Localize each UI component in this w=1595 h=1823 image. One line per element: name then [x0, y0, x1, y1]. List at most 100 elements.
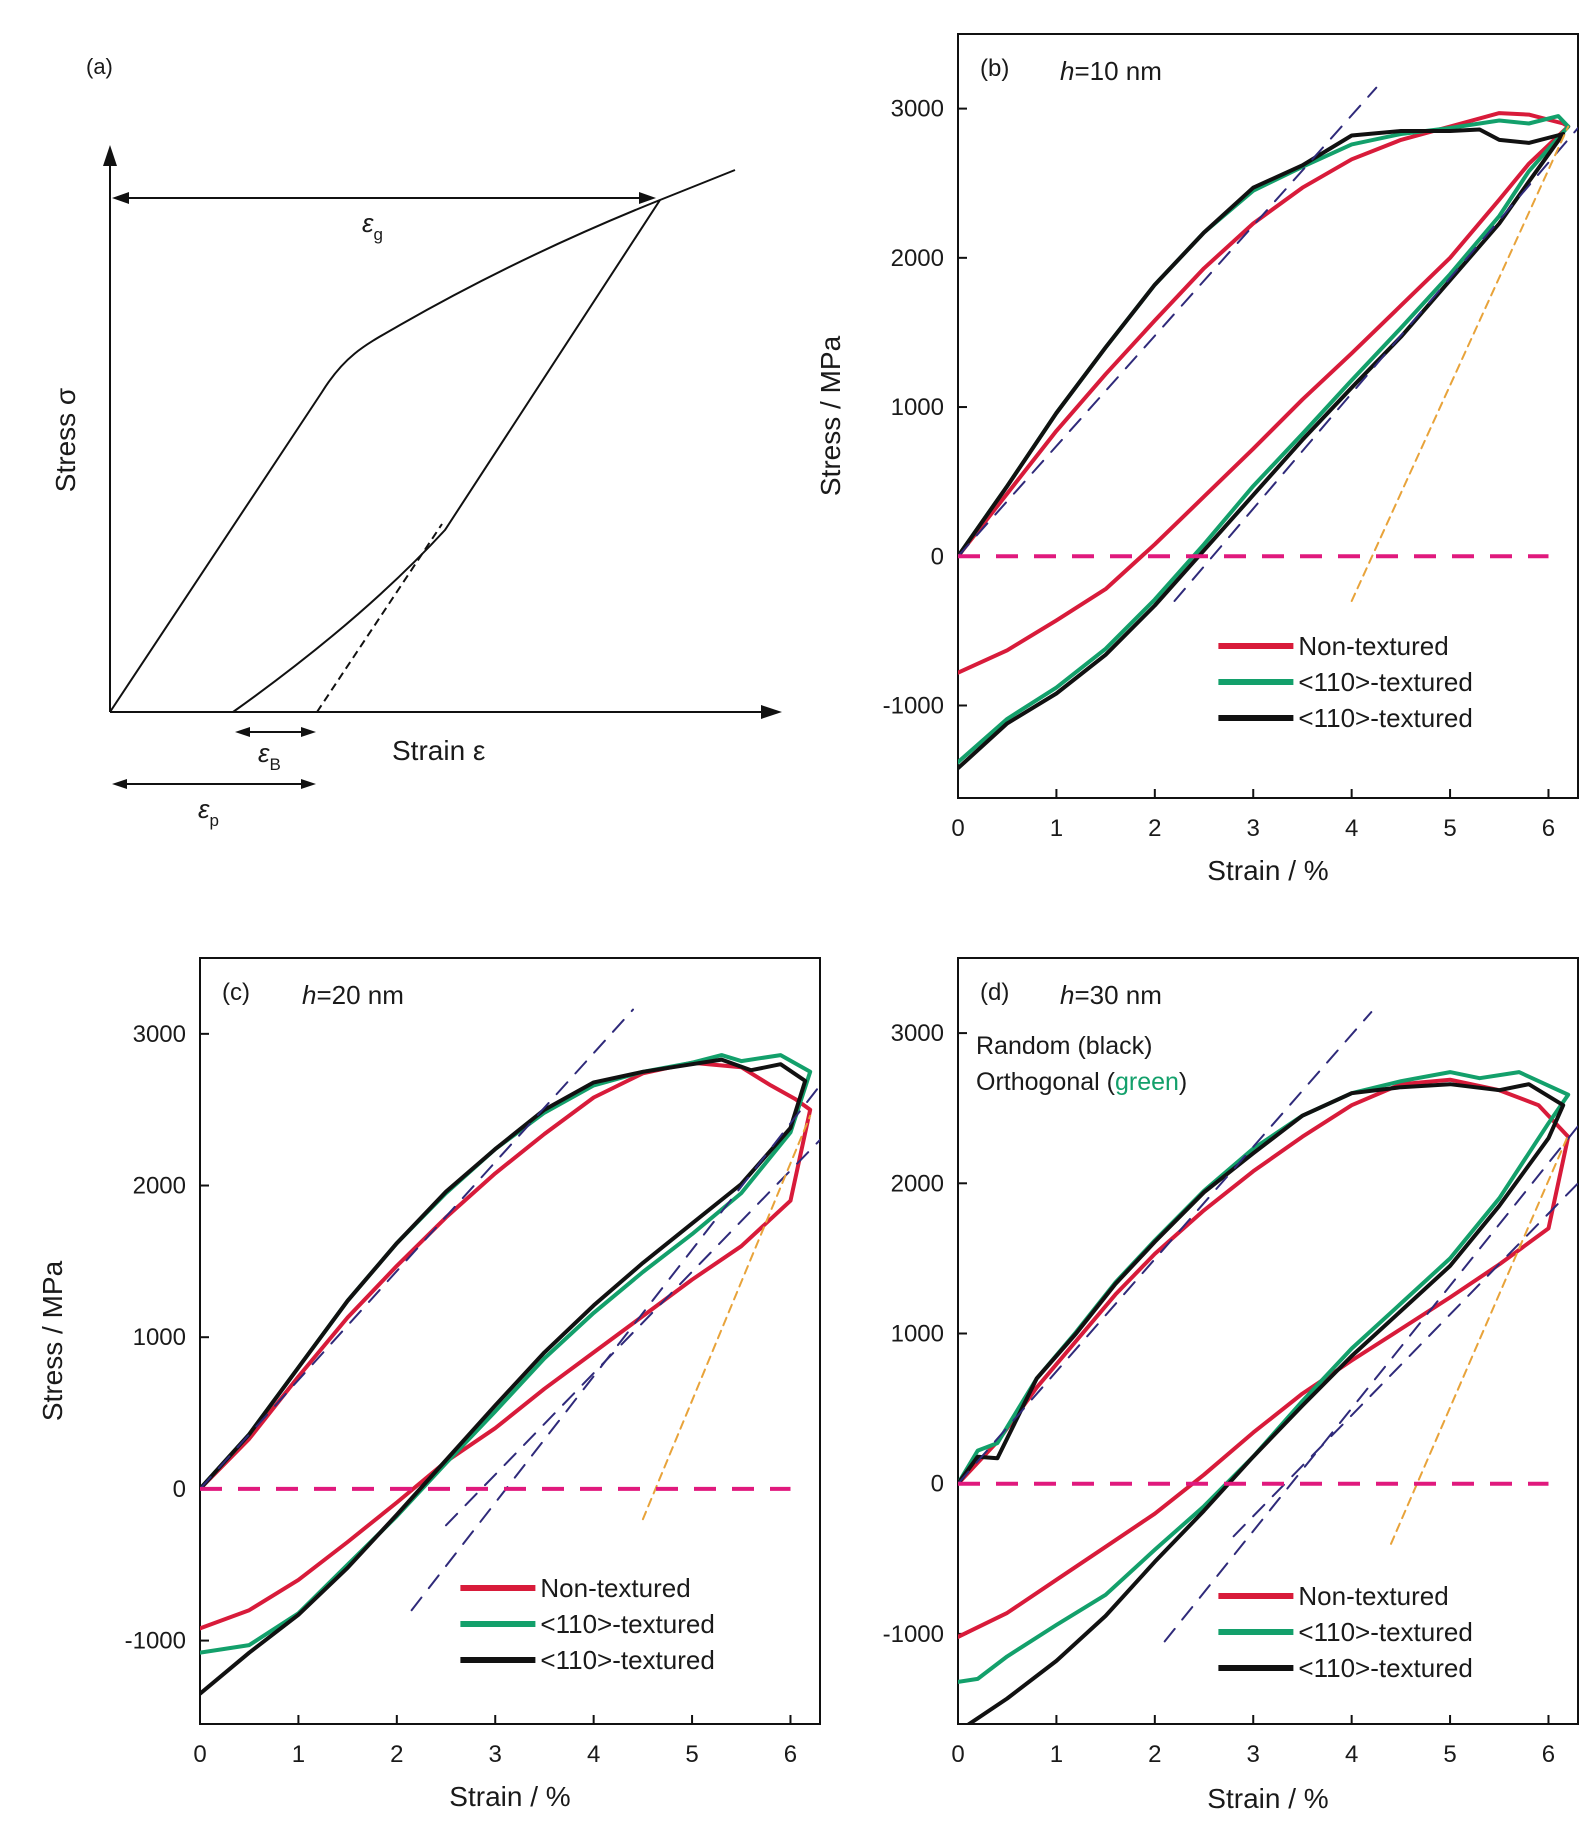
panel-d-chart: 0 1 2 3 4 5 6 -1000 0 1000 2000 3000 Strain / % (d) h=… [883, 957, 1579, 1814]
x-tick-label: 2 [1148, 1741, 1161, 1768]
eps-b-label: εB [258, 738, 281, 774]
x-tick-label: 1 [292, 1741, 305, 1768]
x-axis-title: Strain / % [1207, 855, 1328, 886]
subtitle-variable: h [1060, 56, 1074, 86]
annotation-green-word: green [1115, 1068, 1179, 1096]
y-axis-title: Stress / MPa [37, 1260, 68, 1421]
schematic-y-arrowhead [103, 145, 117, 166]
subtitle-variable: h [302, 980, 316, 1010]
x-tick-label: 5 [1443, 1741, 1456, 1768]
panel-label: (b) [980, 55, 1009, 82]
series-group [200, 1008, 820, 1696]
elastic-reference-line [445, 1139, 820, 1527]
y-tick-label: 3000 [891, 96, 944, 123]
subtitle-variable: h [1060, 980, 1074, 1010]
x-tick-label: 3 [1247, 1741, 1260, 1768]
series-line [958, 111, 1571, 675]
x-tick-label: 6 [784, 1741, 797, 1768]
legend-label: <110>-textured [1298, 1617, 1472, 1647]
legend: Non-textured <110>-textured <110>-textured [1218, 631, 1473, 733]
legend-label: <110>-textured [1298, 1653, 1472, 1683]
schematic-y-label: Stress σ [50, 388, 81, 492]
series-line [200, 1057, 808, 1696]
plot-frame [957, 33, 1579, 799]
plot-frame [199, 957, 821, 1725]
annotation-text: ) [1179, 1068, 1187, 1096]
schematic-x-arrowhead [761, 705, 782, 719]
y-tick-label: 2000 [133, 1173, 186, 1200]
x-tick-label: 0 [951, 815, 964, 842]
x-axis-title: Strain / % [449, 1781, 570, 1812]
y-tick-label: 1000 [891, 394, 944, 421]
legend: Non-textured <110>-textured <110>-textured [460, 1573, 715, 1675]
panel-b-chart: 0 1 2 3 4 5 6 -1000 0 1000 2000 3000 Strain / % Stres… [815, 33, 1579, 886]
legend-label: <110>-textured [1298, 703, 1472, 733]
eps-b-arrowhead-right [301, 727, 316, 737]
panel-subtitle: h=10 nm [1060, 56, 1162, 86]
elastic-reference-line [1163, 1125, 1578, 1643]
x-axis-title: Strain / % [1207, 1783, 1328, 1814]
y-tick-label: 3000 [891, 1020, 944, 1047]
x-tick-label: 2 [1148, 815, 1161, 842]
y-tick-label: 0 [173, 1476, 186, 1503]
x-tick-label: 0 [193, 1741, 206, 1768]
series-group [958, 1011, 1578, 1724]
x-tick-label: 5 [1443, 815, 1456, 842]
elastic-reference-line [1232, 1182, 1578, 1538]
legend-label: <110>-textured [540, 1645, 714, 1675]
offset-reference-line [641, 1114, 812, 1521]
schematic-elastic-dashed-line [316, 523, 443, 713]
x-tick-label: 4 [587, 1741, 600, 1768]
legend-label: <110>-textured [1298, 667, 1472, 697]
panel-label: (c) [222, 979, 250, 1006]
annotation-random: Random (black) [976, 1032, 1152, 1060]
panel-c-chart: 0 1 2 3 4 5 6 -1000 0 1000 2000 3000 Strain / % Stres… [37, 957, 821, 1812]
panel-label: (d) [980, 979, 1009, 1006]
eps-g-arrowhead-left [112, 192, 129, 204]
legend-label: <110>-textured [540, 1609, 714, 1639]
panel-subtitle: h=30 nm [1060, 980, 1162, 1010]
eps-g-arrowhead-right [639, 192, 656, 204]
x-tick-label: 6 [1542, 815, 1555, 842]
offset-reference-line [1350, 125, 1570, 602]
x-tick-label: 3 [489, 1741, 502, 1768]
panel-a-label: (a) [86, 54, 113, 79]
subtitle-value: =10 nm [1074, 56, 1161, 86]
legend-label: Non-textured [1298, 631, 1448, 661]
schematic-unloading-curve [232, 199, 661, 713]
y-tick-label: 2000 [891, 1170, 944, 1197]
x-tick-label: 2 [390, 1741, 403, 1768]
x-tick-label: 1 [1050, 1741, 1063, 1768]
eps-b-arrowhead-left [235, 727, 250, 737]
panel-subtitle: h=20 nm [302, 980, 404, 1010]
eps-p-label: εp [198, 794, 219, 830]
eps-p-arrowhead-right [301, 779, 316, 789]
annotation-orthogonal: Orthogonal (green) [976, 1068, 1187, 1096]
x-tick-label: 4 [1345, 1741, 1358, 1768]
subtitle-value: =30 nm [1074, 980, 1161, 1010]
y-tick-label: -1000 [125, 1628, 186, 1655]
elastic-reference-line [200, 1008, 634, 1490]
annotation-text: Orthogonal ( [976, 1068, 1116, 1096]
y-tick-label: -1000 [883, 692, 944, 719]
plot-frame [957, 957, 1579, 1725]
y-tick-label: 2000 [891, 245, 944, 272]
legend: Non-textured <110>-textured <110>-textured [1218, 1581, 1473, 1683]
y-tick-label: -1000 [883, 1621, 944, 1648]
series-line [958, 1082, 1566, 1724]
series-line [200, 1053, 813, 1655]
y-tick-label: 1000 [891, 1320, 944, 1347]
elastic-reference-line [958, 86, 1378, 558]
y-axis-title: Stress / MPa [815, 335, 846, 496]
series-line [200, 1060, 813, 1631]
eps-p-arrowhead-left [112, 779, 127, 789]
series-group [958, 86, 1578, 771]
x-tick-label: 0 [951, 1741, 964, 1768]
schematic-x-label: Strain ε [392, 735, 485, 766]
y-tick-label: 0 [931, 1471, 944, 1498]
legend-label: Non-textured [540, 1573, 690, 1603]
offset-reference-line [1390, 1134, 1570, 1545]
x-tick-label: 1 [1050, 815, 1063, 842]
y-tick-label: 1000 [133, 1324, 186, 1351]
